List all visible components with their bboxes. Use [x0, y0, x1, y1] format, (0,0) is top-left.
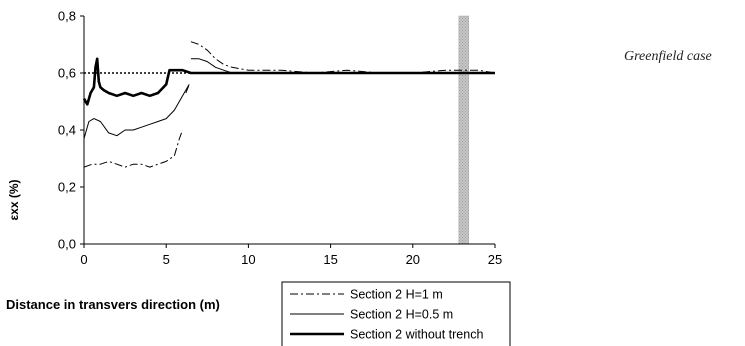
legend-label-2: Section 2 without trench [350, 328, 483, 342]
x-tick-label: 25 [488, 252, 502, 267]
legend-label-1: Section 2 H=0.5 m [350, 308, 453, 322]
legend: Section 2 H=1 m Section 2 H=0.5 m Section … [281, 281, 511, 346]
x-tick-label: 5 [163, 252, 170, 267]
series-line-2-0 [82, 57, 495, 106]
highlight-band [458, 15, 469, 245]
y-tick-label: 0,6 [58, 66, 76, 81]
x-tick-label: 15 [323, 252, 337, 267]
y-tick-label: 0,8 [58, 9, 76, 24]
y-tick-label: 0,4 [58, 123, 76, 138]
axes-layer: 0,0 0,2 0,4 0,6 0,8 0 5 10 15 20 25 [58, 9, 502, 268]
series-line-0-0 [83, 129, 184, 168]
highlight-band-layer [458, 15, 469, 245]
y-tick-label: 0,2 [58, 180, 76, 195]
x-axis-label: Distance in transvers direction (m) [6, 297, 220, 312]
series-0 [83, 41, 496, 168]
series-line-0-2 [190, 41, 496, 74]
y-axis-label: εxx (%) [7, 179, 21, 220]
x-tick-label: 20 [406, 252, 420, 267]
legend-box [281, 281, 511, 346]
series-2 [82, 57, 495, 106]
series-line-1-0 [83, 84, 190, 139]
legend-label-0: Section 2 H=1 m [350, 288, 443, 302]
annotation-text: Greenfield case [624, 49, 712, 64]
x-tick-label: 10 [241, 252, 255, 267]
series-layer [82, 41, 496, 168]
x-tick-label: 0 [80, 252, 87, 267]
y-tick-label: 0,0 [58, 237, 76, 252]
